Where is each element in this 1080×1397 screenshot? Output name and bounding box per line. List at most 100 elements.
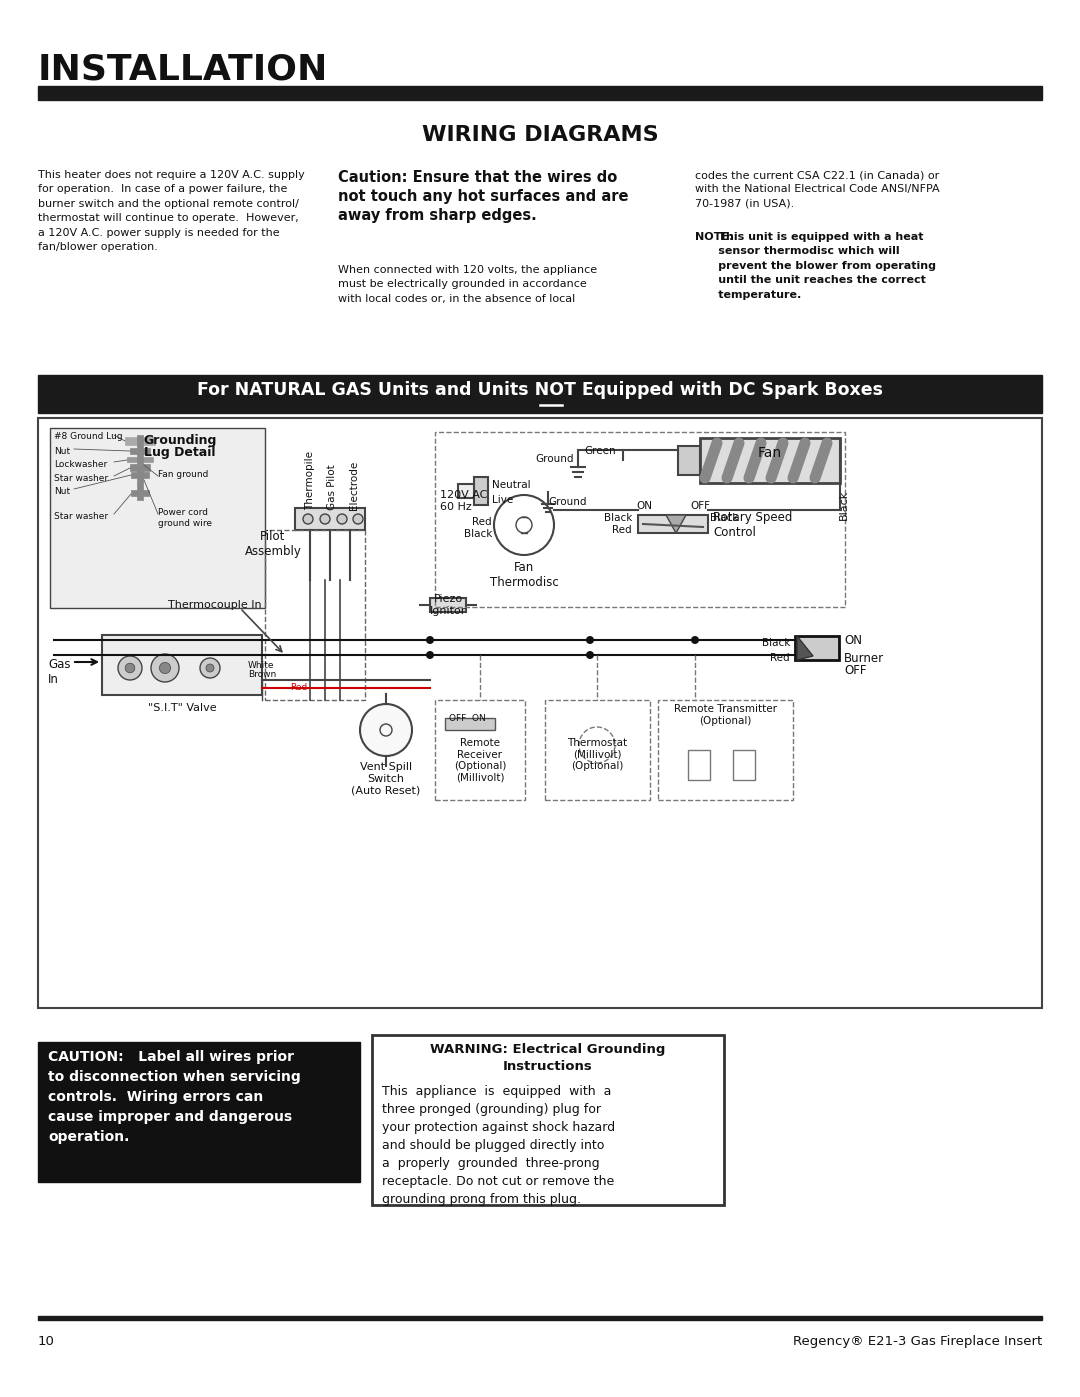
Circle shape <box>360 704 411 756</box>
Text: Regency® E21-3 Gas Fireplace Insert: Regency® E21-3 Gas Fireplace Insert <box>793 1336 1042 1348</box>
Text: Black: Black <box>839 490 849 520</box>
Text: Red: Red <box>291 683 307 692</box>
Text: Neutral: Neutral <box>492 481 530 490</box>
Circle shape <box>586 636 594 644</box>
Bar <box>295 509 365 529</box>
Text: Thermopile: Thermopile <box>305 451 315 510</box>
Circle shape <box>586 651 594 659</box>
Text: NOTE:: NOTE: <box>696 232 733 242</box>
Bar <box>38 1316 1042 1320</box>
Bar <box>733 750 755 780</box>
Bar <box>678 446 700 475</box>
Bar <box>435 700 525 800</box>
Bar <box>430 598 465 612</box>
Text: Fan
Thermodisc: Fan Thermodisc <box>489 562 558 590</box>
Text: 120V AC
60 Hz: 120V AC 60 Hz <box>440 490 487 511</box>
Text: ON: ON <box>636 502 652 511</box>
Bar <box>795 636 839 659</box>
Text: Red: Red <box>472 517 492 527</box>
Polygon shape <box>797 636 813 659</box>
Text: Black: Black <box>710 513 739 522</box>
Text: Gas
In: Gas In <box>48 658 70 686</box>
Text: Ground: Ground <box>536 454 573 464</box>
Text: Black: Black <box>761 638 789 648</box>
Text: This heater does not require a 120V A.C. supply
for operation.  In case of a pow: This heater does not require a 120V A.C.… <box>38 170 305 251</box>
Bar <box>125 437 156 446</box>
Bar <box>127 457 153 462</box>
Text: Brown: Brown <box>248 671 276 679</box>
Text: Fan ground: Fan ground <box>158 469 208 479</box>
Text: Power cord: Power cord <box>158 509 208 517</box>
Text: When connected with 120 volts, the appliance
must be electrically grounded in ac: When connected with 120 volts, the appli… <box>338 265 597 303</box>
Text: Black: Black <box>463 529 492 539</box>
Text: Thermostat
(Millivolt)
(Optional): Thermostat (Millivolt) (Optional) <box>567 738 627 771</box>
Bar <box>38 1042 360 1182</box>
Circle shape <box>426 651 434 659</box>
Text: codes the current CSA C22.1 (in Canada) or
with the National Electrical Code ANS: codes the current CSA C22.1 (in Canada) … <box>696 170 940 208</box>
Circle shape <box>125 664 135 673</box>
Circle shape <box>151 654 179 682</box>
Bar <box>50 427 265 608</box>
Text: This unit is equipped with a heat
      sensor thermodisc which will
      preve: This unit is equipped with a heat sensor… <box>696 232 936 299</box>
Bar <box>265 529 365 700</box>
Bar <box>700 439 840 483</box>
Text: WARNING: Electrical Grounding
Instructions: WARNING: Electrical Grounding Instructio… <box>430 1044 665 1073</box>
Text: Remote Transmitter
(Optional): Remote Transmitter (Optional) <box>674 704 777 725</box>
Text: INSTALLATION: INSTALLATION <box>38 52 328 87</box>
Bar <box>131 490 149 496</box>
Bar <box>545 700 650 800</box>
Text: Electrode: Electrode <box>349 461 359 510</box>
Circle shape <box>206 664 214 672</box>
Bar <box>38 418 1042 1009</box>
Text: OFF  ON: OFF ON <box>449 714 486 724</box>
Text: Ground: Ground <box>548 497 586 507</box>
Text: Fan: Fan <box>758 446 782 460</box>
Text: "S.I.T" Valve: "S.I.T" Valve <box>148 703 216 712</box>
Text: White: White <box>248 661 274 671</box>
Text: #8 Ground Lug: #8 Ground Lug <box>54 432 123 441</box>
Text: Thermocouple In: Thermocouple In <box>168 599 261 610</box>
Text: Remote
Receiver
(Optional)
(Millivolt): Remote Receiver (Optional) (Millivolt) <box>454 738 507 782</box>
Text: Star washer: Star washer <box>54 511 108 521</box>
Text: Vent Spill
Switch
(Auto Reset): Vent Spill Switch (Auto Reset) <box>351 761 420 795</box>
Bar <box>474 476 488 504</box>
Circle shape <box>426 636 434 644</box>
Text: Green: Green <box>584 446 616 455</box>
Text: Pilot
Assembly: Pilot Assembly <box>244 529 301 557</box>
Text: ON: ON <box>843 634 862 647</box>
Bar <box>445 718 495 731</box>
Text: OFF: OFF <box>690 502 710 511</box>
Text: For NATURAL GAS Units and Units NOT Equipped with DC Spark Boxes: For NATURAL GAS Units and Units NOT Equi… <box>197 381 883 400</box>
Bar <box>638 515 708 534</box>
Bar <box>458 483 474 497</box>
Bar <box>658 700 793 800</box>
Bar <box>38 374 1042 414</box>
Bar <box>130 464 150 471</box>
Circle shape <box>160 662 171 673</box>
Text: Live: Live <box>492 495 513 504</box>
Circle shape <box>303 514 313 524</box>
Circle shape <box>337 514 347 524</box>
Text: Red: Red <box>770 652 789 664</box>
Text: Burner: Burner <box>843 652 885 665</box>
Text: CAUTION:   Label all wires prior
to disconnection when servicing
controls.  Wiri: CAUTION: Label all wires prior to discon… <box>48 1051 300 1144</box>
Bar <box>130 448 150 454</box>
Text: Red: Red <box>612 525 632 535</box>
Text: Black: Black <box>604 513 632 522</box>
Text: WIRING DIAGRAMS: WIRING DIAGRAMS <box>421 124 659 145</box>
Circle shape <box>200 658 220 678</box>
Text: This  appliance  is  equipped  with  a
three pronged (grounding) plug for
your p: This appliance is equipped with a three … <box>382 1085 616 1206</box>
Text: Lug Detail: Lug Detail <box>145 446 216 460</box>
Text: 10: 10 <box>38 1336 55 1348</box>
Bar <box>38 87 1042 101</box>
Text: Grounding: Grounding <box>144 434 217 447</box>
Text: Piezo
Ignitor: Piezo Ignitor <box>430 594 467 616</box>
Text: ground wire: ground wire <box>158 520 212 528</box>
Bar <box>131 472 149 478</box>
Text: Lockwasher: Lockwasher <box>54 460 107 469</box>
Text: Nut: Nut <box>54 447 70 455</box>
Text: Gas Pilot: Gas Pilot <box>327 464 337 510</box>
Circle shape <box>118 657 141 680</box>
Bar <box>137 434 143 500</box>
Circle shape <box>691 636 699 644</box>
